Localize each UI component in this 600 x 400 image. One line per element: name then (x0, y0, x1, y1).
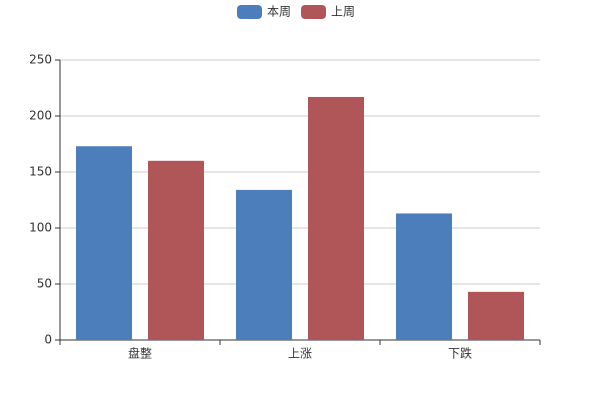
bar (396, 213, 452, 340)
legend-label[interactable]: 本周 (267, 5, 291, 19)
x-tick-label: 下跌 (448, 346, 472, 361)
y-tick-label: 250 (29, 53, 52, 67)
y-tick-label: 200 (29, 109, 52, 123)
legend-label[interactable]: 上周 (331, 5, 355, 19)
bar (308, 96, 364, 341)
bar (148, 160, 204, 340)
bar (468, 291, 524, 340)
y-tick-label: 100 (29, 221, 52, 235)
y-tick-label: 0 (44, 333, 52, 347)
y-tick-label: 50 (37, 277, 52, 291)
legend-icon[interactable] (237, 5, 262, 19)
x-tick-label: 盘整 (128, 346, 152, 361)
bar (76, 146, 132, 340)
legend-icon[interactable] (301, 5, 326, 19)
x-tick-label: 上涨 (288, 346, 312, 361)
bar (236, 189, 292, 340)
y-tick-label: 150 (29, 165, 52, 179)
